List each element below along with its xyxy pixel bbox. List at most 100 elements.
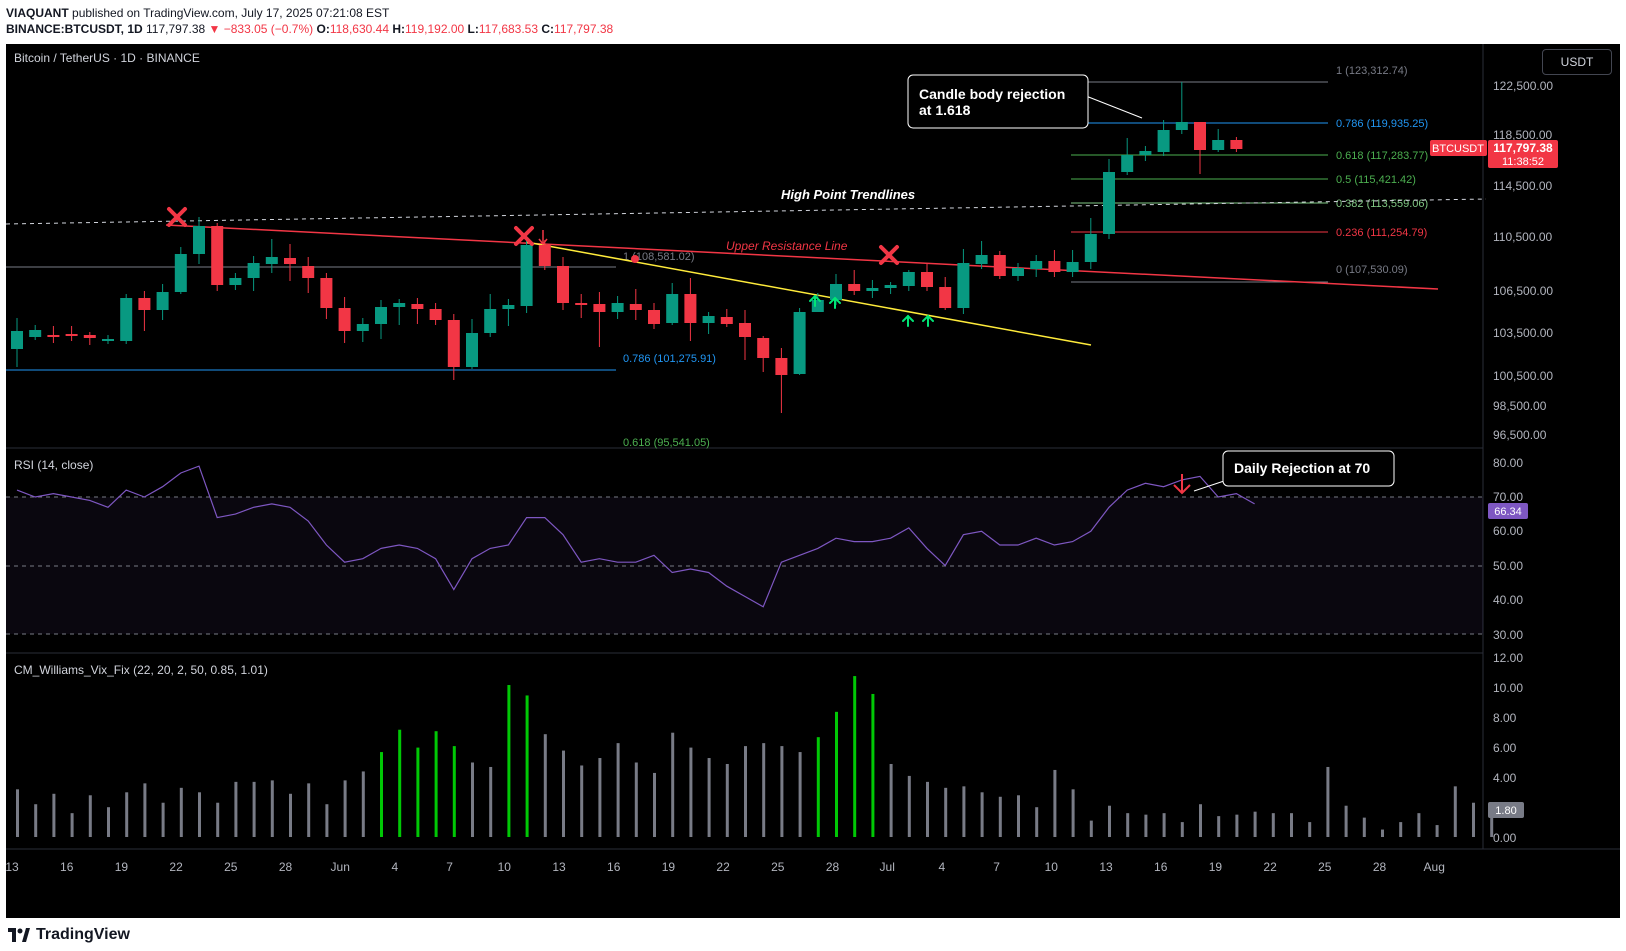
candle[interactable] [1175, 82, 1188, 134]
candle[interactable] [1012, 263, 1024, 281]
fib-upper-label: 0 (107,530.09) [1336, 264, 1408, 276]
candle[interactable] [83, 332, 96, 345]
candle[interactable] [1139, 146, 1152, 161]
candle[interactable] [684, 278, 697, 341]
candle[interactable] [902, 270, 915, 291]
high-point-trendline[interactable] [6, 198, 1487, 225]
chart-canvas[interactable]: Bitcoin / TetherUS · 1D · BINANCE 1 (123… [6, 44, 1620, 918]
time-tick: 4 [392, 860, 399, 874]
yellow-support-trendline[interactable] [525, 241, 1092, 346]
candle[interactable] [793, 308, 806, 375]
candle[interactable] [866, 280, 879, 298]
price-tick: 103,500.00 [1493, 326, 1553, 340]
candle-rejection-callout[interactable]: Candle body rejection at 1.618 [907, 74, 1143, 129]
candle[interactable] [356, 318, 369, 342]
candle[interactable] [557, 257, 569, 310]
candle[interactable] [520, 238, 533, 313]
candlestick-series[interactable] [11, 82, 1243, 413]
candle[interactable] [156, 284, 169, 320]
fib-retracement-upper[interactable]: 1 (123,312.74) 0.786 (119,935.25) 0.618 (1… [1071, 65, 1428, 283]
candle[interactable] [65, 326, 78, 341]
vix-fix-bar [398, 729, 402, 837]
candle[interactable] [993, 251, 1006, 279]
candle[interactable] [47, 326, 60, 343]
candle[interactable] [739, 310, 751, 360]
candle[interactable] [921, 264, 933, 291]
price-tick: 122,500.00 [1493, 79, 1553, 93]
candle[interactable] [211, 223, 224, 291]
rsi-axis[interactable]: 80.00 70.00 60.00 50.00 40.00 30.00 [1493, 456, 1523, 642]
candle[interactable] [939, 277, 952, 310]
high-trendlines-label: High Point Trendlines [781, 187, 915, 202]
vix-fix-histogram[interactable] [16, 676, 1494, 837]
candle[interactable] [320, 273, 333, 319]
chart-frame[interactable]: Bitcoin / TetherUS · 1D · BINANCE 1 (123… [6, 44, 1620, 918]
candle[interactable] [229, 273, 242, 290]
candle[interactable] [702, 312, 715, 334]
candle[interactable] [1030, 255, 1043, 277]
candle[interactable] [884, 282, 897, 294]
candle[interactable] [102, 335, 114, 344]
candle[interactable] [393, 299, 406, 325]
candle[interactable] [466, 319, 478, 369]
price-axis[interactable]: 122,500.00 118,500.00 114,500.00 110,500.00… [1493, 79, 1553, 442]
candle[interactable] [338, 297, 351, 343]
candle[interactable] [11, 318, 23, 367]
candle[interactable] [720, 309, 733, 327]
candle[interactable] [284, 244, 296, 281]
candle[interactable] [611, 296, 624, 319]
candle[interactable] [757, 336, 770, 372]
candle[interactable] [174, 247, 187, 294]
candle[interactable] [1084, 218, 1097, 269]
candle[interactable] [775, 348, 788, 413]
candle[interactable] [975, 241, 988, 269]
candle[interactable] [502, 299, 515, 326]
candle[interactable] [247, 256, 260, 291]
candle[interactable] [375, 300, 387, 339]
candle[interactable] [593, 292, 606, 347]
candle[interactable] [957, 249, 970, 314]
candle[interactable] [1212, 129, 1225, 152]
candle[interactable] [1194, 122, 1206, 174]
daily-rejection-callout[interactable]: Daily Rejection at 70 [1193, 450, 1395, 492]
vix-fix-bar [198, 792, 201, 837]
candle[interactable] [447, 314, 460, 380]
candle[interactable] [429, 303, 442, 325]
time-axis[interactable]: 13 16 19 22 25 28 Jun 4 7 10 13 16 19 22 25 28 Jul 4 7 10 13… [6, 860, 1445, 874]
candle[interactable] [265, 239, 278, 273]
candle[interactable] [629, 289, 642, 320]
candle[interactable] [138, 291, 151, 331]
candle[interactable] [1103, 159, 1115, 239]
vix-fix-bar [1308, 822, 1312, 837]
candle[interactable] [484, 294, 497, 337]
time-tick: 19 [662, 860, 676, 874]
candle[interactable] [575, 294, 588, 318]
candle[interactable] [1157, 120, 1170, 156]
candle[interactable] [666, 283, 679, 325]
candle[interactable] [848, 270, 861, 295]
candle[interactable] [1066, 250, 1079, 277]
rsi-line[interactable] [16, 465, 1255, 608]
price-tick: 96,500.00 [1493, 428, 1547, 442]
vix-fix-bar [325, 804, 329, 837]
candle[interactable] [1121, 138, 1134, 175]
upper-resistance-line[interactable] [165, 224, 1439, 290]
vix-fix-bar [798, 752, 802, 837]
fib-retracement-lower[interactable]: 1 (108,581.02) 0.786 (101,275.91) 0.618 (9… [6, 251, 716, 449]
candle[interactable] [120, 294, 133, 344]
candle[interactable] [29, 325, 42, 340]
currency-button[interactable]: USDT [1542, 49, 1612, 75]
candle[interactable] [193, 217, 205, 264]
vix-fix-bar [634, 762, 638, 837]
vix-fix-bar [1326, 766, 1330, 837]
vix-fix-bar [125, 792, 129, 837]
tradingview-logo[interactable]: TradingView [8, 926, 130, 944]
candle[interactable] [1230, 137, 1243, 152]
candle[interactable] [302, 257, 315, 293]
candle[interactable] [411, 298, 424, 324]
candle[interactable] [538, 240, 551, 270]
high-value: 119,192.00 [405, 22, 465, 36]
candle[interactable] [648, 303, 660, 329]
candle[interactable] [1048, 250, 1061, 277]
author-name[interactable]: VIAQUANT [6, 6, 69, 20]
